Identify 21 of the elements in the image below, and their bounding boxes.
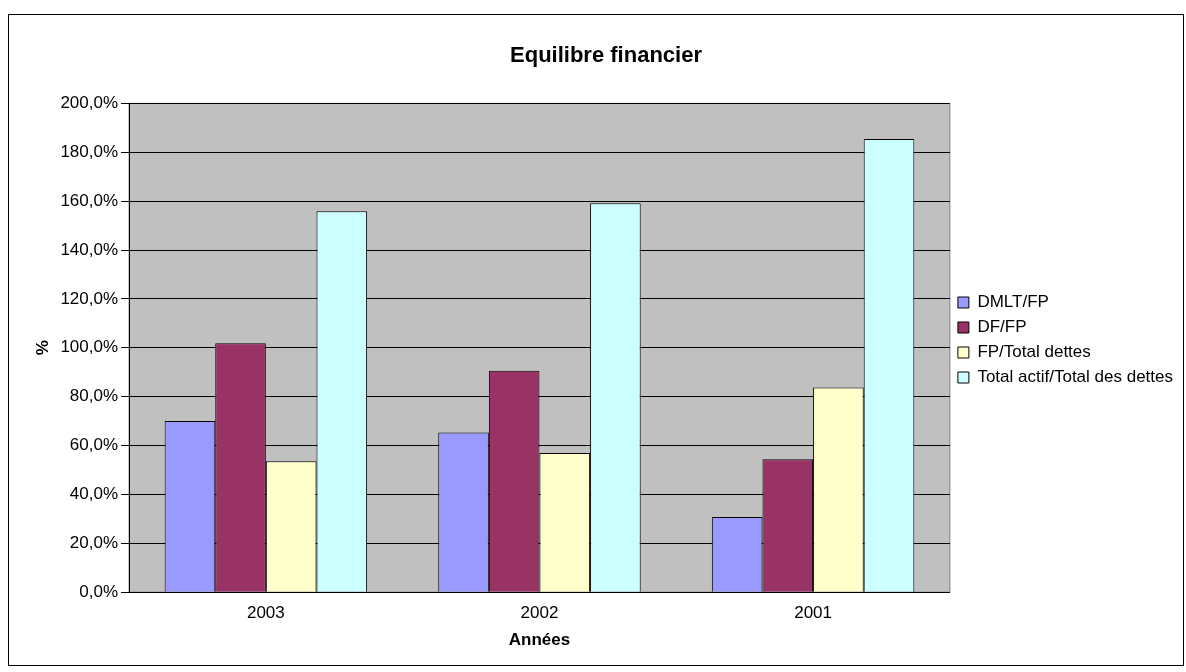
legend-label: Total actif/Total des dettes [977, 367, 1173, 387]
y-tick-label: 140,0% [60, 239, 119, 259]
y-tick-label: 120,0% [60, 288, 119, 308]
y-tick-label: 20,0% [69, 533, 119, 553]
chart-title: Equilibre financier [510, 42, 703, 68]
legend-label: DMLT/FP [977, 292, 1049, 312]
x-tick-label: 2003 [246, 603, 285, 623]
legend-label: FP/Total dettes [977, 342, 1091, 362]
y-tick-label: 100,0% [60, 337, 119, 357]
x-tick-label: 2001 [794, 603, 832, 623]
y-tick-label: 200,0% [60, 93, 119, 113]
y-tick-label: 180,0% [60, 141, 119, 161]
y-tick-label: 40,0% [69, 484, 119, 504]
y-tick-label: 160,0% [60, 190, 119, 210]
y-tick-label: 0,0% [79, 581, 119, 601]
y-tick-label: 60,0% [69, 435, 119, 455]
y-axis-title: % [32, 340, 52, 356]
x-axis-title: Années [508, 630, 571, 650]
legend-label: DF/FP [977, 317, 1027, 337]
y-tick-label: 80,0% [69, 386, 119, 406]
x-tick-label: 2002 [520, 603, 559, 623]
